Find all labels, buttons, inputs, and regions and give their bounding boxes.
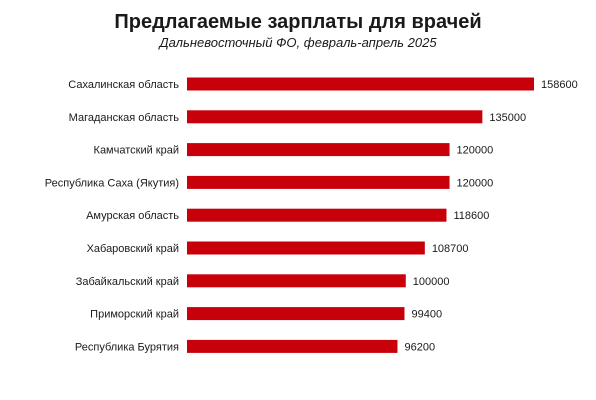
bar — [187, 274, 406, 288]
category-label: Забайкальский край — [76, 276, 179, 288]
bar — [187, 110, 483, 124]
bar — [187, 208, 447, 222]
category-label: Сахалинская область — [68, 79, 179, 91]
chart-title: Предлагаемые зарплаты для врачей — [114, 11, 482, 33]
category-label: Камчатский край — [94, 145, 179, 157]
category-label: Хабаровский край — [87, 243, 179, 255]
value-label: 96200 — [404, 341, 435, 353]
bar — [187, 143, 450, 157]
category-label: Амурская область — [86, 210, 179, 222]
value-label: 120000 — [457, 177, 494, 189]
value-label: 135000 — [489, 112, 526, 124]
value-label: 100000 — [413, 276, 450, 288]
value-label: 158600 — [541, 79, 578, 91]
bar — [187, 339, 398, 353]
category-label: Приморский край — [90, 309, 179, 321]
chart-subtitle: Дальневосточный ФО, февраль-апрель 2025 — [159, 35, 437, 50]
value-label: 120000 — [457, 145, 494, 157]
chart-header: Предлагаемые зарплаты для врачей Дальнев… — [0, 0, 596, 51]
category-label: Республика Бурятия — [75, 341, 179, 353]
bar — [187, 241, 425, 255]
category-label: Магаданская область — [69, 112, 180, 124]
value-label: 118600 — [453, 210, 489, 222]
bar — [187, 175, 450, 189]
bar — [187, 77, 534, 91]
category-label: Республика Саха (Якутия) — [45, 177, 179, 189]
bar — [187, 307, 405, 321]
value-label: 108700 — [432, 243, 469, 255]
value-label: 99400 — [411, 309, 442, 321]
